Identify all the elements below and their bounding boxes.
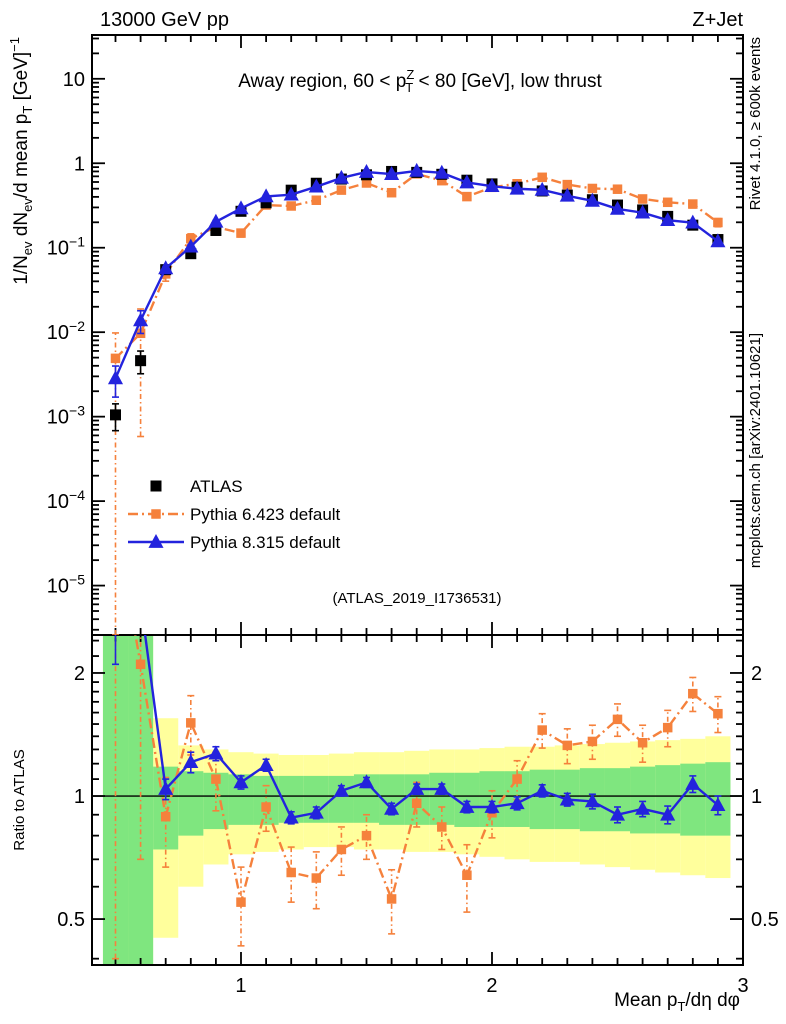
main-series-pythia-8-315-default (107, 162, 726, 398)
tick-label: 0.5 (57, 909, 85, 931)
ratio-y-axis-label: Ratio to ATLAS (11, 749, 28, 850)
tick-label: 1 (235, 975, 246, 997)
ratio-series-pythia-8-315-default (111, 635, 726, 825)
mcplots-arxiv-note: mcplots.cern.ch [arXiv:2401.10621] (747, 333, 764, 568)
tick-label: 2 (751, 663, 762, 685)
tick-label: 1 (74, 153, 85, 175)
x-axis-label: Mean pT/dη dφ (614, 990, 740, 1014)
tick-label: 0.5 (751, 909, 779, 931)
legend-samples (128, 480, 184, 548)
y-axis-label: 1/Nev dNev/d mean pT [GeV]−1 (7, 37, 35, 285)
ratio-band-inner (529, 769, 555, 830)
ratio-band-inner (630, 766, 656, 834)
tick-label: 3 (737, 975, 748, 997)
legend-label-pythia8: Pythia 8.315 default (190, 533, 341, 552)
legend-label-atlas: ATLAS (190, 477, 243, 496)
legend-sample-pythia-6-423-default (128, 509, 184, 519)
ratio-series (111, 635, 726, 960)
tick-label: 10−3 (47, 403, 85, 429)
axis-ticks (92, 35, 744, 965)
main-series-atlas (109, 165, 724, 432)
tick-label: 10−1 (47, 234, 85, 260)
tick-label: 1 (751, 786, 762, 808)
header-energy: 13000 GeV pp (100, 9, 229, 31)
ratio-band-inner (128, 635, 154, 965)
tick-label: 2 (486, 975, 497, 997)
header-process: Z+Jet (692, 9, 743, 31)
analysis-watermark: (ATLAS_2019_I1736531) (332, 590, 501, 607)
ratio-band-inner (178, 771, 204, 836)
tick-label: 10−5 (47, 572, 85, 598)
tick-label: 10−4 (47, 487, 85, 513)
legend: ATLAS Pythia 6.423 default Pythia 8.315 … (128, 477, 341, 552)
tick-label: 10 (63, 69, 85, 91)
ratio-band-inner (429, 772, 455, 825)
rivet-version-note: Rivet 4.1.0, ≥ 600k events (747, 37, 764, 210)
ratio-series-pythia-6-423-default (111, 635, 723, 960)
legend-sample-atlas (150, 480, 162, 492)
plot-title: Away region, 60 < pZ T < 80 [GeV], low th… (238, 67, 602, 95)
tick-label: 10−2 (47, 318, 85, 344)
legend-label-pythia6: Pythia 6.423 default (190, 505, 341, 524)
axis-tick-labels: 10 1 10−1 10−2 10−3 10−4 10−5 2 2 1 1 0.5 0.5 1 2 3 (47, 69, 779, 997)
main-series-pythia-6-423-default (110, 169, 723, 635)
ratio-band-inner (680, 763, 706, 836)
main-series (107, 162, 726, 635)
legend-sample-pythia-8-315-default (128, 533, 184, 548)
tick-label: 1 (74, 786, 85, 808)
tick-label: 2 (74, 663, 85, 685)
